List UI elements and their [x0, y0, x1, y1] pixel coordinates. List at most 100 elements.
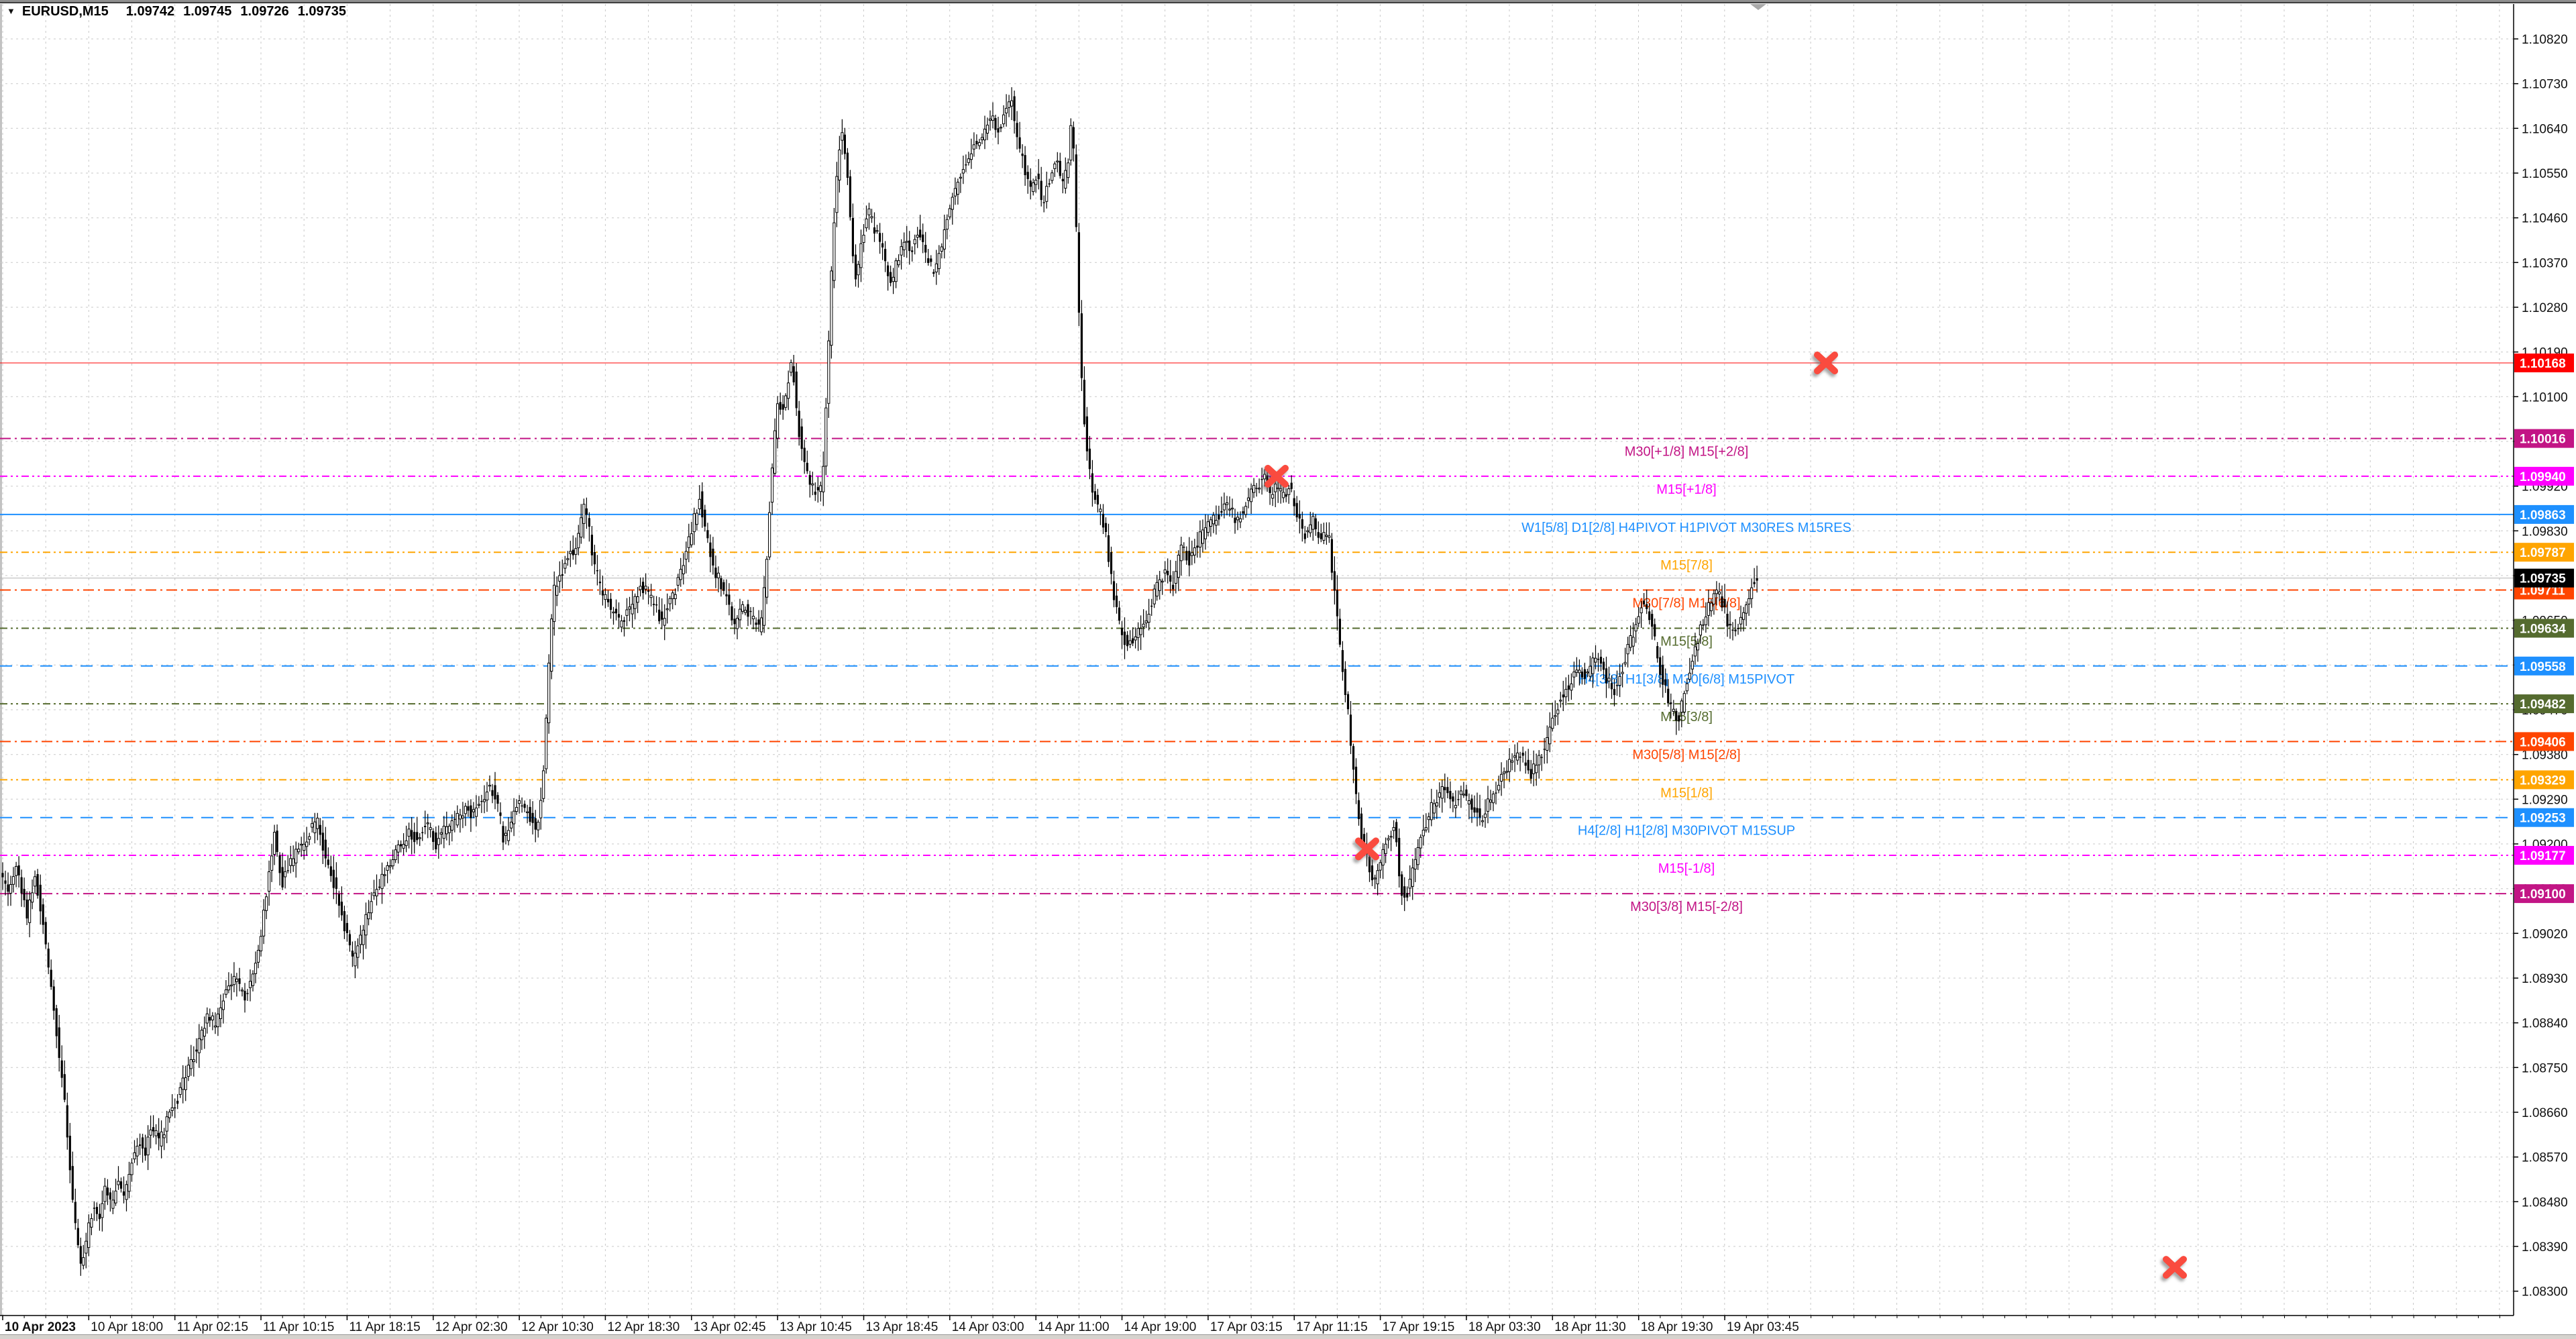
level-label: H4[3/8] H1[3/8] M30[6/8] M15PIVOT: [1578, 672, 1794, 687]
price-tag: 1.09177: [2514, 846, 2574, 865]
level-label: M30[5/8] M15[2/8]: [1632, 747, 1740, 762]
svg-text:1.09329: 1.09329: [2520, 773, 2566, 788]
symbol-timeframe-label: EURUSD,M15: [21, 4, 109, 19]
svg-text:1.09735: 1.09735: [2520, 572, 2566, 586]
time-axis-label: 18 Apr 11:30: [1554, 1320, 1625, 1334]
level-label: M15[1/8]: [1660, 786, 1713, 800]
price-axis-label: 1.08570: [2522, 1151, 2568, 1165]
ohlc-low: 1.09726: [240, 4, 289, 19]
price-tag: 1.10016: [2514, 429, 2574, 448]
up-candle-bodies: [9, 100, 1754, 1266]
price-tag: 1.09329: [2514, 770, 2574, 790]
price-axis-label: 1.09830: [2522, 525, 2568, 539]
price-axis-label: 1.10460: [2522, 212, 2568, 226]
time-axis-label: 14 Apr 19:00: [1124, 1320, 1197, 1334]
price-axis-label: 1.08930: [2522, 972, 2568, 986]
time-axis-label: 19 Apr 03:45: [1727, 1320, 1799, 1334]
chart-ohlc-header: ▼ EURUSD,M15 1.09742 1.09745 1.09726 1.0…: [7, 4, 355, 19]
price-tag: 1.09406: [2514, 732, 2574, 751]
price-tag: 1.09863: [2514, 504, 2574, 524]
svg-text:1.09253: 1.09253: [2520, 812, 2566, 826]
sell-cross-marker-icon[interactable]: [1355, 837, 1379, 861]
chart-shift-marker-icon: [1750, 4, 1766, 10]
markers-layer[interactable]: [1265, 352, 2187, 1279]
price-axis-label: 1.10730: [2522, 78, 2568, 92]
time-axis-label: 11 Apr 10:15: [263, 1320, 334, 1334]
price-axis-label: 1.09380: [2522, 749, 2568, 763]
time-axis-label: 18 Apr 03:30: [1468, 1320, 1541, 1334]
price-tag: 1.09253: [2514, 808, 2574, 827]
level-label: M15[3/8]: [1660, 710, 1713, 725]
time-axis-label: 11 Apr 02:15: [177, 1320, 248, 1334]
svg-text:1.09787: 1.09787: [2520, 546, 2566, 560]
symbol-dropdown-icon[interactable]: ▼: [7, 6, 15, 16]
time-axis-label: 14 Apr 03:00: [952, 1320, 1024, 1334]
time-axis-label: 11 Apr 18:15: [349, 1320, 420, 1334]
svg-text:1.09100: 1.09100: [2520, 888, 2566, 902]
time-axis-label: 17 Apr 03:15: [1210, 1320, 1283, 1334]
sell-cross-marker-icon[interactable]: [1265, 464, 1289, 488]
time-axis-label: 13 Apr 18:45: [866, 1320, 938, 1334]
level-label: M15[+1/8]: [1656, 482, 1717, 497]
svg-text:1.10168: 1.10168: [2520, 357, 2566, 371]
time-axis-label: 17 Apr 19:15: [1383, 1320, 1455, 1334]
price-axis-label: 1.08390: [2522, 1240, 2568, 1254]
svg-text:1.09406: 1.09406: [2520, 735, 2566, 749]
price-tag: 1.09558: [2514, 656, 2574, 676]
time-axis-label: 12 Apr 18:30: [607, 1320, 680, 1334]
level-lines-layer: M30[+1/8] M15[+2/8] M15[+1/8] W1[5/8] D1[2…: [0, 362, 2514, 914]
svg-text:1.09711: 1.09711: [2520, 584, 2565, 598]
time-axis-label: 10 Apr 2023: [5, 1320, 76, 1334]
time-axis-label: 18 Apr 19:30: [1641, 1320, 1713, 1334]
level-label: M30[3/8] M15[-2/8]: [1630, 900, 1743, 914]
price-tag: 1.09735: [2514, 568, 2574, 588]
sell-cross-marker-icon[interactable]: [1814, 352, 1838, 374]
svg-text:1.09482: 1.09482: [2520, 698, 2566, 712]
svg-text:1.09634: 1.09634: [2520, 623, 2566, 637]
candles-layer: [1, 87, 1758, 1276]
price-tag: 1.09940: [2514, 466, 2574, 486]
price-axis-label: 1.09290: [2522, 793, 2568, 807]
price-axis-label: 1.08750: [2522, 1061, 2568, 1075]
level-label: M15[-1/8]: [1658, 861, 1715, 876]
price-tag: 1.09634: [2514, 619, 2574, 638]
price-axis-label: 1.10550: [2522, 167, 2568, 181]
time-axis-label: 14 Apr 11:00: [1038, 1320, 1109, 1334]
level-label: M15[5/8]: [1660, 635, 1713, 649]
time-axis-label: 10 Apr 18:00: [91, 1320, 163, 1334]
svg-text:1.09940: 1.09940: [2520, 470, 2566, 484]
price-axis-label: 1.09020: [2522, 927, 2568, 941]
price-axis-label: 1.10640: [2522, 122, 2568, 136]
level-label: M30[+1/8] M15[+2/8]: [1625, 445, 1749, 460]
price-axis-label: 1.08840: [2522, 1017, 2568, 1031]
grid-layer: [0, 4, 2514, 1316]
price-axis-label: 1.08480: [2522, 1195, 2568, 1210]
svg-text:1.10016: 1.10016: [2520, 433, 2566, 447]
price-tag: 1.09100: [2514, 884, 2574, 904]
time-axis-label: 12 Apr 10:30: [521, 1320, 594, 1334]
price-axis-label: 1.10820: [2522, 33, 2568, 47]
price-axis-label: 1.08300: [2522, 1285, 2568, 1299]
price-axis-label: 1.10100: [2522, 390, 2568, 405]
time-axis-label: 13 Apr 02:45: [694, 1320, 766, 1334]
time-axis-label: 13 Apr 10:45: [780, 1320, 852, 1334]
price-axis-label: 1.10280: [2522, 301, 2568, 315]
level-label: M15[7/8]: [1660, 558, 1713, 573]
price-tag: 1.09482: [2514, 694, 2574, 714]
sell-cross-marker-icon[interactable]: [2163, 1256, 2187, 1279]
time-axis-label: 17 Apr 11:15: [1296, 1320, 1367, 1334]
svg-text:1.09558: 1.09558: [2520, 660, 2566, 674]
svg-text:1.09863: 1.09863: [2520, 508, 2566, 523]
price-axis-label: 1.10370: [2522, 256, 2568, 270]
price-tag: 1.09787: [2514, 543, 2574, 562]
price-tags-layer: 1.10168 1.10016 1.09940 1.09863 1.09787 1.097…: [2514, 354, 2574, 904]
time-axis[interactable]: 10 Apr 2023 10 Apr 18:00 11 Apr 02:15 11 Ap…: [0, 1315, 2514, 1334]
down-candle-bodies: [1, 96, 1758, 1264]
ohlc-close: 1.09735: [297, 4, 346, 19]
level-label: H4[2/8] H1[2/8] M30PIVOT M15SUP: [1578, 824, 1795, 839]
